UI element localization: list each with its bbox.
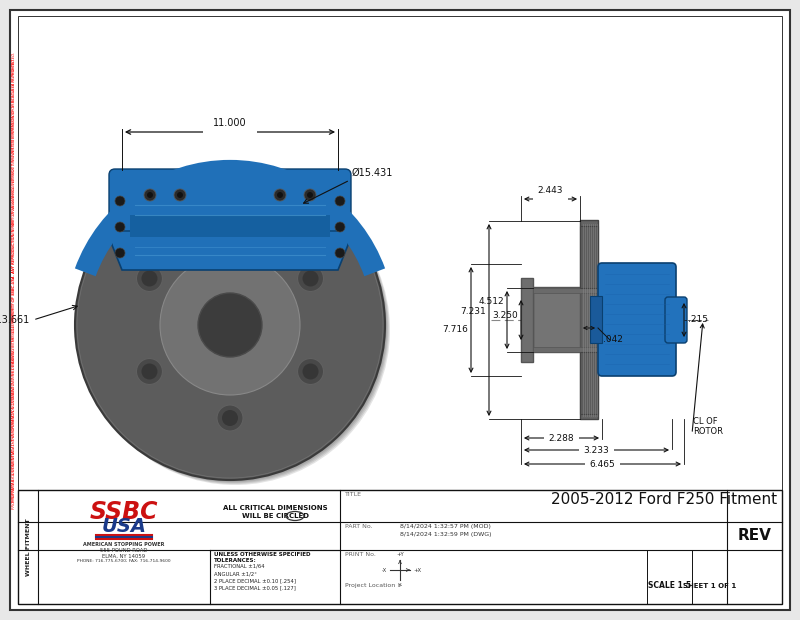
Circle shape (335, 248, 345, 258)
Bar (580, 220, 598, 419)
Circle shape (177, 192, 183, 198)
Text: PHONE: 716-775-6700; FAX: 716-714-9600: PHONE: 716-775-6700; FAX: 716-714-9600 (77, 559, 171, 563)
Circle shape (142, 363, 158, 379)
Circle shape (147, 192, 153, 198)
Text: 7.716: 7.716 (442, 326, 468, 335)
Text: .215: .215 (688, 316, 708, 324)
Circle shape (77, 172, 387, 482)
Circle shape (217, 405, 243, 431)
Circle shape (335, 196, 345, 206)
Circle shape (115, 196, 125, 206)
Circle shape (222, 410, 238, 426)
Text: PRINT No.: PRINT No. (345, 552, 376, 557)
Text: 4.512: 4.512 (478, 298, 504, 306)
Text: ANGULAR ±1/2°: ANGULAR ±1/2° (214, 571, 257, 576)
Text: 3 PLACE DECIMAL ±0.05 [.127]: 3 PLACE DECIMAL ±0.05 [.127] (214, 585, 296, 590)
Text: 6.465: 6.465 (590, 460, 615, 469)
Circle shape (79, 174, 389, 484)
Circle shape (222, 224, 238, 240)
Text: FRACTIONAL ±1/64: FRACTIONAL ±1/64 (214, 564, 265, 569)
Text: ELMA, NY 14059: ELMA, NY 14059 (102, 554, 146, 559)
Text: 2 PLACE DECIMAL ±0.10 [.254]: 2 PLACE DECIMAL ±0.10 [.254] (214, 578, 296, 583)
Text: 3.233: 3.233 (584, 446, 610, 455)
Polygon shape (112, 180, 348, 270)
Text: -Y: -Y (398, 583, 402, 588)
Text: 11.000: 11.000 (213, 118, 247, 128)
Bar (580, 226, 598, 288)
Circle shape (302, 363, 318, 379)
Text: TITLE: TITLE (345, 492, 362, 497)
Text: Project Location >: Project Location > (345, 583, 402, 588)
Text: Ø15.431: Ø15.431 (352, 168, 394, 178)
Text: CL OF
ROTOR: CL OF ROTOR (693, 417, 723, 436)
Circle shape (115, 222, 125, 232)
Text: 3.250: 3.250 (492, 311, 518, 319)
Circle shape (78, 173, 388, 483)
Bar (18, 490, 782, 604)
Text: 2.288: 2.288 (549, 434, 574, 443)
Circle shape (137, 358, 162, 384)
Circle shape (76, 171, 386, 481)
Text: +X: +X (413, 567, 421, 572)
Text: PROPRIETARY & CONFIDENTIAL: THE INFORMATION CONTAINED IN THIS DRAWING IS THE SOL: PROPRIETARY & CONFIDENTIAL: THE INFORMAT… (12, 51, 16, 509)
Text: .042: .042 (603, 335, 623, 345)
Circle shape (335, 222, 345, 232)
Bar (590, 296, 602, 343)
Circle shape (277, 192, 283, 198)
Circle shape (198, 293, 262, 357)
Bar (533, 288, 598, 293)
Circle shape (144, 189, 156, 201)
Text: 555 POUND ROAD: 555 POUND ROAD (100, 549, 148, 554)
FancyBboxPatch shape (109, 169, 351, 231)
Circle shape (274, 189, 286, 201)
Text: Ø13.661: Ø13.661 (0, 315, 30, 325)
Circle shape (160, 255, 300, 395)
Text: PROPRIETARY & CONFIDENTIAL: THE INFORMATION CONTAINED IN THIS DRAWING IS THE SOL: PROPRIETARY & CONFIDENTIAL: THE INFORMAT… (12, 58, 16, 502)
Bar (130, 215, 330, 237)
FancyBboxPatch shape (598, 263, 676, 376)
Circle shape (304, 189, 316, 201)
Circle shape (80, 175, 390, 485)
Text: 7.231: 7.231 (460, 308, 486, 316)
Text: WHEEL FITMENT: WHEEL FITMENT (26, 518, 30, 576)
Circle shape (115, 248, 125, 258)
Circle shape (142, 270, 158, 286)
Text: +Y: +Y (396, 552, 404, 557)
Text: PART No.: PART No. (345, 524, 373, 529)
Text: UNLESS OTHERWISE SPECIFIED
TOLERANCES:: UNLESS OTHERWISE SPECIFIED TOLERANCES: (214, 552, 310, 563)
Text: 8/14/2024 1:32:57 PM (MOD): 8/14/2024 1:32:57 PM (MOD) (400, 524, 491, 529)
Text: REV: REV (738, 528, 771, 544)
Text: -X: -X (382, 567, 387, 572)
Text: USA: USA (102, 518, 146, 536)
Bar (533, 347, 598, 352)
Circle shape (137, 265, 162, 291)
Text: WILL BE CIRCLED: WILL BE CIRCLED (242, 513, 309, 519)
Circle shape (307, 192, 313, 198)
Bar (533, 287, 580, 352)
Text: SHEET 1 OF 1: SHEET 1 OF 1 (683, 583, 736, 589)
Circle shape (174, 189, 186, 201)
Bar (521, 278, 533, 362)
Text: 2005-2012 Ford F250 Fitment: 2005-2012 Ford F250 Fitment (551, 492, 777, 507)
Text: SCALE 1:5: SCALE 1:5 (648, 582, 691, 590)
Circle shape (298, 358, 323, 384)
Text: AMERICAN STOPPING POWER: AMERICAN STOPPING POWER (83, 542, 165, 547)
Circle shape (75, 170, 385, 480)
FancyBboxPatch shape (665, 297, 687, 343)
Text: SSBC: SSBC (90, 500, 158, 524)
Bar (580, 352, 598, 414)
Circle shape (302, 270, 318, 286)
Text: ALL CRITICAL DIMENSIONS: ALL CRITICAL DIMENSIONS (222, 505, 327, 511)
Text: 2.443: 2.443 (538, 186, 563, 195)
Circle shape (217, 219, 243, 245)
Circle shape (298, 265, 323, 291)
Text: 8/14/2024 1:32:59 PM (DWG): 8/14/2024 1:32:59 PM (DWG) (400, 532, 491, 537)
